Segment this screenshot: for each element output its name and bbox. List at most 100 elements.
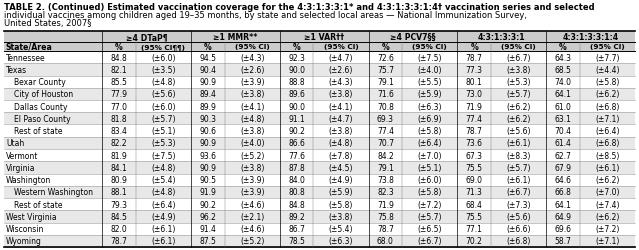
Text: (±6.6): (±6.6)	[506, 224, 531, 233]
Text: (±4.0): (±4.0)	[417, 66, 442, 74]
Text: 66.8: 66.8	[555, 188, 571, 196]
Text: 82.1: 82.1	[111, 66, 127, 74]
Text: (±8.5): (±8.5)	[596, 151, 620, 160]
Bar	[4, 137, 635, 149]
Text: (±7.2): (±7.2)	[418, 200, 442, 209]
Text: 90.4: 90.4	[199, 66, 216, 74]
Text: (±4.3): (±4.3)	[328, 78, 353, 87]
Text: 88.8: 88.8	[288, 78, 305, 87]
Text: 77.4: 77.4	[377, 126, 394, 136]
Text: 79.1: 79.1	[377, 78, 394, 87]
Text: (±5.8): (±5.8)	[418, 126, 442, 136]
Bar	[4, 186, 635, 198]
Text: 83.4: 83.4	[111, 126, 127, 136]
Text: (±4.4): (±4.4)	[595, 66, 620, 74]
Text: 74.0: 74.0	[555, 78, 571, 87]
Text: 4:3:1:3:3:1: 4:3:1:3:3:1	[478, 33, 525, 42]
Text: 72.6: 72.6	[377, 54, 394, 62]
Text: (±4.6): (±4.6)	[240, 200, 265, 209]
Text: (±6.4): (±6.4)	[595, 126, 620, 136]
Text: (±6.5): (±6.5)	[417, 224, 442, 233]
Text: %: %	[470, 43, 478, 52]
Text: 64.1: 64.1	[555, 90, 571, 99]
Text: 77.6: 77.6	[288, 151, 305, 160]
Text: (±3.9): (±3.9)	[240, 78, 265, 87]
Text: Tennessee: Tennessee	[6, 54, 45, 62]
Text: 91.4: 91.4	[199, 224, 216, 233]
Text: (±7.0): (±7.0)	[595, 188, 620, 196]
Text: ≥4 PCV7§§: ≥4 PCV7§§	[390, 33, 436, 42]
Text: 69.3: 69.3	[377, 114, 394, 124]
Text: 84.8: 84.8	[111, 54, 127, 62]
Text: 79.1: 79.1	[377, 163, 394, 172]
Text: (±7.3): (±7.3)	[506, 200, 531, 209]
Text: (±5.9): (±5.9)	[328, 188, 353, 196]
Text: 89.6: 89.6	[288, 90, 305, 99]
Text: (±2.6): (±2.6)	[329, 66, 353, 74]
Text: Wisconsin: Wisconsin	[6, 224, 44, 233]
Text: 85.5: 85.5	[111, 78, 127, 87]
Text: 69.6: 69.6	[555, 224, 571, 233]
Text: (95% CI): (95% CI)	[412, 44, 447, 50]
Text: 64.1: 64.1	[555, 200, 571, 209]
Text: (±5.6): (±5.6)	[506, 212, 531, 221]
Text: (±6.3): (±6.3)	[417, 102, 442, 111]
Text: (±5.6): (±5.6)	[151, 90, 176, 99]
Text: 80.1: 80.1	[466, 78, 482, 87]
Text: 90.9: 90.9	[199, 78, 216, 87]
Text: (±6.7): (±6.7)	[506, 188, 531, 196]
Text: 77.9: 77.9	[111, 90, 127, 99]
Text: (±6.4): (±6.4)	[151, 200, 176, 209]
Text: (±7.8): (±7.8)	[329, 151, 353, 160]
Text: 78.7: 78.7	[466, 54, 482, 62]
Text: 89.4: 89.4	[199, 90, 216, 99]
Text: 87.8: 87.8	[288, 163, 305, 172]
Text: (±4.7): (±4.7)	[328, 54, 353, 62]
Text: Washington: Washington	[6, 176, 51, 184]
Text: (±3.8): (±3.8)	[240, 163, 265, 172]
Text: 81.8: 81.8	[111, 114, 127, 124]
Bar	[4, 162, 635, 174]
Text: (±5.8): (±5.8)	[596, 78, 620, 87]
Bar	[4, 88, 635, 101]
Text: 78.5: 78.5	[288, 236, 305, 246]
Text: 69.0: 69.0	[466, 176, 482, 184]
Bar	[4, 235, 635, 247]
Text: (±4.7): (±4.7)	[328, 114, 353, 124]
Text: (±5.7): (±5.7)	[506, 163, 531, 172]
Text: (95% CI): (95% CI)	[590, 44, 625, 50]
Text: 89.9: 89.9	[199, 102, 216, 111]
Text: 62.7: 62.7	[555, 151, 571, 160]
Text: (±6.1): (±6.1)	[507, 176, 531, 184]
Text: 84.5: 84.5	[111, 212, 127, 221]
Text: (±5.3): (±5.3)	[151, 139, 176, 148]
Text: (±6.8): (±6.8)	[507, 236, 531, 246]
Text: (±3.9): (±3.9)	[240, 188, 265, 196]
Text: (±3.8): (±3.8)	[329, 212, 353, 221]
Text: 90.6: 90.6	[199, 126, 216, 136]
Text: 84.1: 84.1	[111, 163, 127, 172]
Text: (±3.8): (±3.8)	[329, 90, 353, 99]
Text: 67.3: 67.3	[466, 151, 482, 160]
Text: 86.7: 86.7	[288, 224, 305, 233]
Text: (±7.0): (±7.0)	[417, 151, 442, 160]
Text: (±4.8): (±4.8)	[240, 114, 265, 124]
Text: 73.8: 73.8	[377, 176, 394, 184]
Text: 64.6: 64.6	[555, 176, 571, 184]
Text: 81.9: 81.9	[111, 151, 127, 160]
Text: ≥1 MMR**: ≥1 MMR**	[213, 33, 258, 42]
Text: 70.8: 70.8	[377, 102, 394, 111]
Text: (±5.5): (±5.5)	[417, 78, 442, 87]
Text: (±5.2): (±5.2)	[240, 151, 265, 160]
Text: State/Area: State/Area	[6, 43, 53, 52]
Text: individual vaccines among children aged 19–35 months, by state and selected loca: individual vaccines among children aged …	[4, 11, 527, 20]
Text: (±6.4): (±6.4)	[417, 139, 442, 148]
Text: %: %	[115, 43, 123, 52]
Text: (±6.0): (±6.0)	[417, 176, 442, 184]
Text: (±6.8): (±6.8)	[596, 102, 620, 111]
Text: (±6.3): (±6.3)	[328, 236, 353, 246]
Text: %: %	[559, 43, 567, 52]
Text: 94.5: 94.5	[199, 54, 216, 62]
Text: TABLE 2. (Continued) Estimated vaccination coverage for the 4:3:1:3:3:1* and 4:3: TABLE 2. (Continued) Estimated vaccinati…	[4, 3, 595, 12]
Text: 68.4: 68.4	[466, 200, 482, 209]
